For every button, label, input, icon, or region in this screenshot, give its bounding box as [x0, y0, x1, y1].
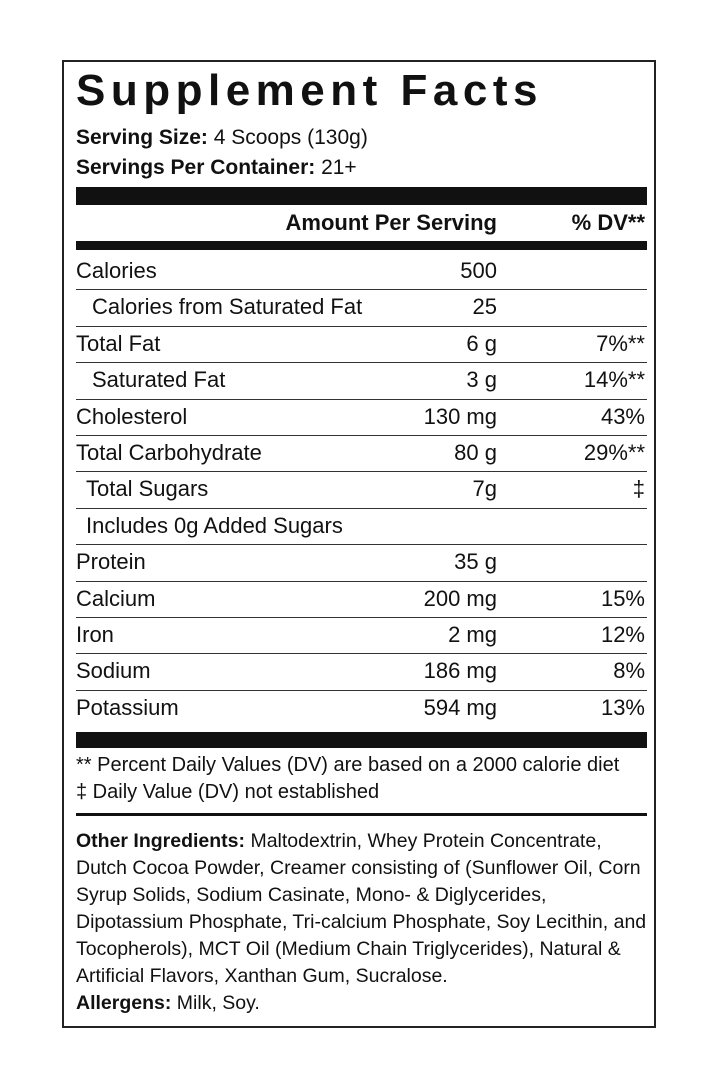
amount: 7g [472, 476, 497, 502]
label: Allergens: [76, 992, 172, 1014]
nutrient-row: Sodium 186 mg 8% [76, 653, 647, 689]
footnote: ** Percent Daily Values (DV) are based o… [76, 754, 620, 776]
amount: 130 mg [423, 403, 497, 429]
row-rule [76, 398, 647, 400]
amount: 6 g [466, 330, 497, 356]
amount: 500 [460, 258, 497, 283]
dv-header: % DV** [571, 210, 645, 235]
nutrient-name: Iron [76, 622, 114, 647]
value: 21+ [321, 156, 357, 179]
nutrient-name: Cholesterol [76, 403, 188, 429]
text: Maltodextrin, Whey Protein Concentrate, … [76, 830, 647, 987]
rule [76, 813, 647, 816]
amount: 186 mg [423, 658, 497, 684]
title: Supplement Facts [76, 66, 543, 115]
thick-bar [76, 732, 647, 748]
row-rule [76, 325, 647, 327]
row-rule [76, 580, 647, 582]
row-rule [76, 617, 647, 618]
row-rule [76, 471, 647, 473]
nutrient-name: Sodium [76, 658, 151, 684]
text: Milk, Soy. [176, 992, 260, 1014]
daily-value: 13% [600, 694, 645, 720]
daily-value: 14%** [583, 367, 645, 393]
amount: 200 mg [423, 585, 497, 611]
supplement-facts-panel: Supplement Facts Serving Size: 4 Scoops … [62, 60, 656, 1028]
daily-value: 43% [600, 403, 645, 429]
nutrient-name: Saturated Fat [92, 367, 226, 393]
nutrient-row: Potassium 594 mg 13% [76, 690, 647, 726]
nutrient-row: Total Fat 6 g 7%** [76, 326, 647, 362]
row-rule [76, 289, 647, 291]
amount: 35 g [454, 549, 497, 575]
footnote: ‡ Daily Value (DV) not established [76, 781, 380, 803]
amount: 3 g [466, 367, 497, 393]
servings-per-container: Servings Per Container: 21+ [76, 156, 357, 180]
nutrient-row: Calories 500 [76, 253, 647, 289]
nutrient-row: Total Sugars 7g ‡ [76, 471, 647, 507]
row-rule [76, 653, 647, 655]
nutrient-name: Calories [76, 258, 157, 283]
allergens: Allergens: Milk, Soy. [76, 990, 260, 1017]
daily-value: 29%** [583, 440, 645, 465]
nutrient-row: Calories from Saturated Fat 25 [76, 289, 647, 325]
daily-value: 7%** [596, 330, 645, 356]
amount: 25 [472, 294, 497, 320]
row-rule [76, 362, 647, 364]
nutrient-name: Total Sugars [86, 476, 209, 502]
nutrient-row: Includes 0g Added Sugars [76, 508, 647, 544]
row-rule [76, 435, 647, 436]
daily-value: 15% [600, 585, 645, 611]
amount-header: Amount Per Serving [285, 210, 497, 235]
row-rule [76, 507, 647, 509]
label: Servings Per Container: [76, 156, 316, 179]
nutrient-name: Total Fat [76, 330, 161, 356]
amount: 80 g [454, 440, 497, 465]
daily-value: 12% [600, 622, 645, 647]
nutrient-row: Calcium 200 mg 15% [76, 581, 647, 617]
nutrient-row: Saturated Fat 3 g 14%** [76, 362, 647, 398]
thick-bar [76, 241, 647, 250]
daily-value: ‡ [632, 476, 645, 502]
value: 4 Scoops (130g) [213, 126, 368, 149]
nutrient-row: Protein 35 g [76, 544, 647, 580]
amount: 2 mg [448, 622, 497, 647]
nutrient-name: Calcium [76, 585, 156, 611]
label: Other Ingredients: [76, 830, 246, 852]
serving-size: Serving Size: 4 Scoops (130g) [76, 126, 368, 150]
nutrient-name: Includes 0g Added Sugars [86, 512, 343, 538]
daily-value: 8% [613, 658, 645, 684]
nutrient-name: Potassium [76, 694, 179, 720]
label: Serving Size: [76, 126, 208, 149]
column-header: Amount Per Serving % DV** [76, 205, 647, 241]
thick-bar [76, 187, 647, 205]
amount: 594 mg [423, 694, 497, 720]
nutrient-row: Total Carbohydrate 80 g 29%** [76, 435, 647, 471]
nutrient-name: Total Carbohydrate [76, 440, 262, 465]
row-rule [76, 544, 647, 546]
row-rule [76, 689, 647, 691]
nutrient-row: Iron 2 mg 12% [76, 617, 647, 653]
nutrient-row: Cholesterol 130 mg 43% [76, 399, 647, 435]
nutrient-name: Calories from Saturated Fat [92, 294, 363, 320]
ingredients: Other Ingredients: Maltodextrin, Whey Pr… [76, 828, 656, 990]
nutrient-name: Protein [76, 549, 146, 575]
